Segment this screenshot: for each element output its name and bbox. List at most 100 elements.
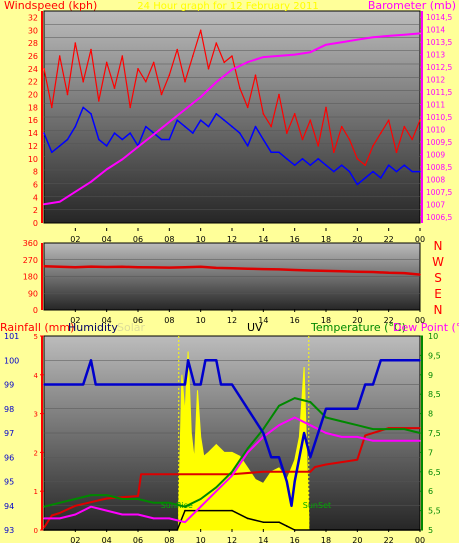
data-point [380,177,382,179]
data-point [121,138,124,141]
y-tick-label: 24 [28,65,38,74]
data-point [215,490,218,493]
data-point [226,383,229,386]
data-point [74,42,77,44]
x-tick-label: 08 [164,316,174,325]
x-tick-label: 22 [384,316,394,325]
data-point [58,502,61,504]
y-tick-label: 8 [428,410,433,419]
data-point [246,267,249,270]
data-point [231,55,233,57]
data-point [105,509,108,512]
y-tick-label: 18 [28,103,38,112]
legend-label: Solar [117,321,146,334]
data-point [325,416,327,419]
data-point [199,498,202,500]
data-point [98,138,100,141]
data-point [356,436,359,438]
data-point [215,267,218,269]
compass-label: N [434,303,443,317]
data-point [387,440,390,442]
data-point [246,106,249,109]
data-point [94,383,97,386]
y-tick-label: 5,5 [428,507,441,516]
data-point [74,498,77,500]
data-point [403,164,406,166]
data-point [309,164,312,166]
axis-title: Barometer (mb) [368,0,456,12]
data-point [152,61,155,64]
data-point [168,502,171,504]
y-tick-label: 30 [28,26,38,35]
y-tick-label: 90 [28,289,38,298]
y-tick-label: 14 [28,129,38,138]
y-tick-label: 28 [28,39,38,48]
data-point [113,132,116,134]
y-tick-label: 2 [33,206,38,215]
y-tick-label: 6,5 [428,468,441,477]
data-point [74,505,77,507]
y-tick-label: 360 [23,239,38,248]
x-tick-label: 14 [258,235,268,244]
data-point [356,408,359,410]
data-point [199,119,202,121]
data-point [199,266,202,268]
y-tick-label: 0 [34,527,38,535]
x-tick-label: 22 [384,536,394,543]
y-tick-label: 16 [28,116,38,125]
data-point [43,529,45,531]
data-point [58,201,61,203]
y-tick-label: 8,5 [428,390,441,399]
x-tick-label: 12 [227,536,237,543]
y-tick-label: 10 [428,332,438,341]
data-point [105,145,108,147]
data-point [364,177,367,179]
y-tick-label: 1012 [426,76,445,85]
y-tick-label: 22 [28,78,38,87]
data-point [301,158,304,160]
x-tick-label: 02 [70,316,80,325]
x-tick-label: 22 [384,235,394,244]
data-point [325,408,327,410]
data-point [223,61,225,64]
y-tick-label: 1013,5 [426,38,452,47]
data-point [309,401,312,403]
data-point [419,359,421,362]
y-tick-label: 1009 [426,150,445,159]
data-point [231,68,233,71]
y-tick-label: 1014 [426,26,445,35]
data-point [333,170,335,173]
data-point [419,427,421,429]
x-tick-label: 06 [133,316,143,325]
data-point [270,456,273,459]
data-point [176,529,178,531]
data-point [395,170,398,173]
data-point [184,509,186,512]
data-point [246,61,249,63]
data-point [51,106,53,109]
x-tick-label: 04 [102,316,112,325]
y-tick-label: 1006,5 [426,213,452,222]
data-point [199,383,202,386]
data-point [286,132,288,134]
data-point [58,55,61,57]
data-point [121,55,124,57]
data-point [262,471,265,473]
x-tick-label: 06 [133,235,143,244]
x-tick-label: 02 [70,235,80,244]
data-point [293,164,296,166]
y-tick-label: 94 [4,502,14,511]
y-tick-label: 1011 [426,101,445,110]
data-point [187,359,189,362]
x-tick-label: 14 [258,316,268,325]
data-point [207,125,210,128]
data-point [215,113,218,115]
data-point [293,416,296,419]
data-point [309,456,312,459]
sunset-label: SunSet [303,501,331,510]
data-point [43,132,45,134]
data-point [309,119,312,121]
data-point [317,158,320,160]
y-tick-label: 0 [33,306,38,315]
data-point [74,125,77,128]
